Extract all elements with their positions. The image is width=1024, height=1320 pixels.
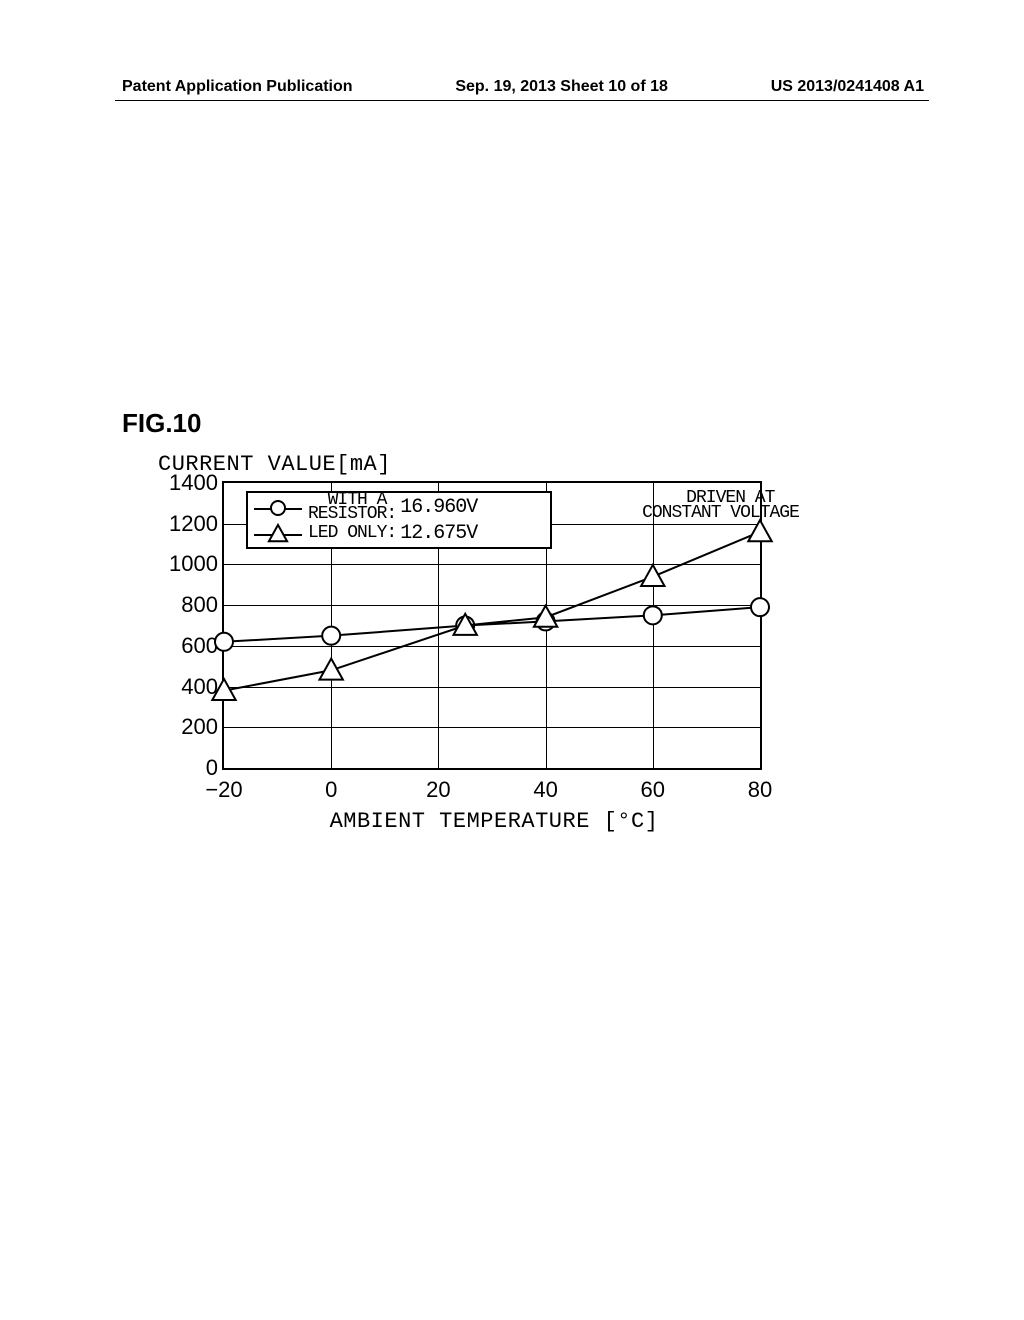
series-marker-led_only xyxy=(320,659,343,680)
y-tick: 800 xyxy=(181,592,218,618)
y-tick: 400 xyxy=(181,674,218,700)
x-tick: 80 xyxy=(748,777,772,803)
y-tick-labels: 1400120010008006004002000 xyxy=(160,481,218,770)
series-marker-led_only xyxy=(641,565,664,586)
series-marker-led_only xyxy=(748,520,771,541)
legend-value: 16.960V xyxy=(400,500,477,515)
header-right: US 2013/0241408 A1 xyxy=(771,78,924,96)
x-tick: 0 xyxy=(325,777,337,803)
series-marker-with_resistor xyxy=(215,633,233,651)
header-rule xyxy=(115,100,929,101)
figure-label: FIG.10 xyxy=(122,408,201,439)
series-line-led_only xyxy=(224,532,760,691)
y-axis-title: CURRENT VALUE[mA] xyxy=(158,452,860,477)
y-tick: 600 xyxy=(181,633,218,659)
header-left: Patent Application Publication xyxy=(122,78,353,96)
y-tick: 1400 xyxy=(169,470,218,496)
series-marker-with_resistor xyxy=(644,606,662,624)
x-tick: 20 xyxy=(426,777,450,803)
y-tick: 200 xyxy=(181,714,218,740)
y-tick: 1000 xyxy=(169,551,218,577)
legend-marker-circle xyxy=(254,499,302,517)
chart: CURRENT VALUE[mA] 1400 1200 1000 800 600 400 2… xyxy=(160,452,860,770)
x-axis-title: AMBIENT TEMPERATURE [°C] xyxy=(224,809,764,834)
x-tick: 40 xyxy=(533,777,557,803)
series-marker-with_resistor xyxy=(322,627,340,645)
chart-annotation: DRIVEN AT CONSTANT VOLTAGE xyxy=(642,491,799,521)
x-tick: −20 xyxy=(205,777,242,803)
legend-marker-triangle xyxy=(254,525,302,543)
legend-label: WITH A RESISTOR: xyxy=(308,493,396,521)
x-tick: 60 xyxy=(641,777,665,803)
series-marker-with_resistor xyxy=(751,598,769,616)
y-tick: 1200 xyxy=(169,511,218,537)
header-middle: Sep. 19, 2013 Sheet 10 of 18 xyxy=(455,78,668,96)
legend-box: WITH A RESISTOR: 16.960V LED ONLY: 12.675V xyxy=(246,491,552,549)
plot-area: WITH A RESISTOR:16.960VLED ONLY:12.675V … xyxy=(222,481,762,770)
legend-row: WITH A RESISTOR: 16.960V xyxy=(254,495,544,521)
page-header: Patent Application Publication Sep. 19, … xyxy=(122,78,924,96)
legend-label: LED ONLY: xyxy=(308,526,396,541)
legend-row: LED ONLY: 12.675V xyxy=(254,521,544,547)
series-line-with_resistor xyxy=(224,607,760,642)
legend-value: 12.675V xyxy=(400,526,477,541)
